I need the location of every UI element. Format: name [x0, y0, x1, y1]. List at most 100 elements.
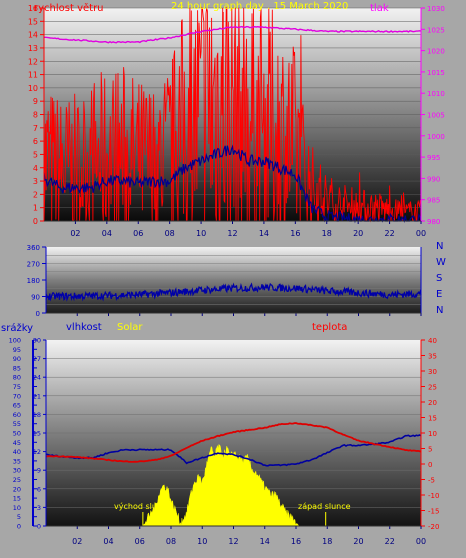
bot-x-tick-label: 16: [291, 537, 301, 546]
rain-tick-label: 95: [13, 346, 21, 354]
top-x-tick-label: 00: [416, 229, 426, 238]
rain-tick-label: 40: [13, 448, 21, 456]
rain-tick-label: 80: [13, 374, 21, 382]
mid-tick-label: 270: [27, 261, 40, 269]
compass-n-top: N: [436, 241, 443, 252]
compass-n-bottom: N: [436, 305, 443, 316]
bot-x-tick-label: 18: [322, 537, 332, 546]
top-x-tick-label: 22: [384, 229, 394, 238]
bot-x-tick-label: 22: [385, 537, 395, 546]
rain-tick-label: 30: [13, 467, 21, 475]
humidity-tick-label: 6: [37, 485, 41, 493]
top-x-tick-label: 08: [165, 229, 175, 238]
temperature-tick-label: 40: [428, 337, 437, 345]
humidity-tick-label: 15: [33, 430, 41, 438]
rain-tick-label: 75: [13, 383, 21, 391]
bot-x-tick-label: 14: [260, 537, 270, 546]
mid-axes: 0 90 180 270 360: [27, 244, 422, 318]
top-left-label: rychlost větru: [34, 2, 104, 14]
top-left-tick-label: 11: [28, 71, 38, 80]
rain-tick-label: 85: [13, 364, 21, 372]
top-x-tick-label: 20: [353, 229, 363, 238]
humidity-tick-label: 0: [37, 523, 41, 531]
top-left-tick-label: 0: [33, 217, 38, 226]
label-teplota: teplota: [312, 322, 347, 333]
label-srazky: srážky: [1, 322, 33, 334]
top-x-tick-label: 14: [259, 229, 269, 238]
rain-tick-label: 25: [13, 476, 21, 484]
top-left-tick-label: 6: [33, 137, 38, 146]
rain-tick-label: 55: [13, 420, 21, 428]
top-left-tick-label: 1: [33, 204, 38, 213]
mid-tick-label: 180: [27, 277, 40, 285]
top-left-tick-label: 4: [33, 164, 38, 173]
top-left-tick-label: 13: [28, 44, 38, 53]
rain-tick-label: 10: [13, 504, 21, 512]
label-vlhkost: vlhkost: [66, 322, 102, 333]
bot-grid: [46, 358, 421, 508]
wind-direction-line: [45, 282, 422, 302]
temperature-tick-label: 20: [428, 399, 437, 407]
humidity-tick-label: 18: [33, 411, 41, 419]
top-left-tick-label: 8: [33, 111, 38, 120]
bot-x-tick-label: 02: [72, 537, 82, 546]
top-left-tick-label: 7: [33, 124, 38, 133]
bot-axes: 0510152025303540455055606570758085909510…: [9, 337, 440, 547]
top-right-tick-label: 1030: [427, 5, 445, 13]
top-x-tick-label: 10: [196, 229, 206, 238]
top-right-tick-label: 990: [427, 175, 440, 183]
rain-tick-label: 90: [13, 355, 21, 363]
pressure-line: [44, 25, 422, 44]
temperature-tick-label: 25: [428, 384, 437, 392]
top-x-tick-label: 04: [102, 229, 112, 238]
rain-tick-label: 100: [9, 337, 21, 345]
mid-series: [45, 282, 422, 302]
temperature-tick-label: 35: [428, 353, 437, 361]
top-right-tick-label: 1010: [427, 90, 445, 98]
bot-x-tick-label: 04: [103, 537, 113, 546]
top-left-tick-label: 5: [33, 150, 38, 159]
rain-tick-label: 35: [13, 457, 21, 465]
mid-tick-label: 0: [36, 310, 40, 318]
bot-x-tick-label: 10: [197, 537, 207, 546]
rain-tick-label: 50: [13, 430, 21, 438]
top-left-tick-label: 14: [28, 31, 38, 40]
rain-tick-label: 45: [13, 439, 21, 447]
mid-tick-label: 360: [27, 244, 40, 252]
temperature-tick-label: 0: [428, 461, 432, 469]
rain-tick-label: 0: [17, 523, 21, 531]
temperature-tick-label: 5: [428, 446, 432, 454]
temperature-tick-label: 15: [428, 415, 437, 423]
top-left-tick-label: 16: [28, 4, 38, 13]
rain-tick-label: 65: [13, 402, 21, 410]
humidity-tick-label: 12: [33, 448, 41, 456]
rain-tick-label: 15: [13, 495, 21, 503]
top-right-label: tlak: [370, 3, 389, 14]
humidity-tick-label: 27: [33, 355, 41, 363]
top-right-tick-label: 1000: [427, 133, 445, 141]
temperature-tick-label: 30: [428, 368, 437, 376]
top-left-tick-label: 15: [28, 17, 38, 26]
rain-tick-label: 20: [13, 485, 21, 493]
top-right-tick-label: 1005: [427, 112, 445, 120]
temperature-tick-label: 10: [428, 430, 437, 438]
mid-tick-label: 90: [31, 294, 40, 302]
bot-x-tick-label: 20: [353, 537, 363, 546]
wind-speed-line: [43, 6, 422, 223]
sunrise-label: východ slunce: [114, 502, 171, 511]
temperature-tick-label: -10: [428, 492, 439, 500]
humidity-tick-label: 30: [33, 337, 41, 345]
top-title: 24 hour graph day . 15 March 2020: [171, 1, 348, 12]
top-right-tick-label: 1025: [427, 26, 445, 34]
temperature-tick-label: -5: [428, 477, 435, 485]
rain-tick-label: 5: [17, 513, 21, 521]
top-right-tick-label: 985: [427, 197, 440, 205]
temperature-line: [45, 422, 422, 463]
humidity-tick-label: 9: [37, 467, 41, 475]
bot-series: [45, 422, 422, 527]
top-right-tick-label: 1020: [427, 48, 445, 56]
bot-x-tick-label: 06: [135, 537, 145, 546]
temperature-tick-label: -15: [428, 508, 439, 516]
